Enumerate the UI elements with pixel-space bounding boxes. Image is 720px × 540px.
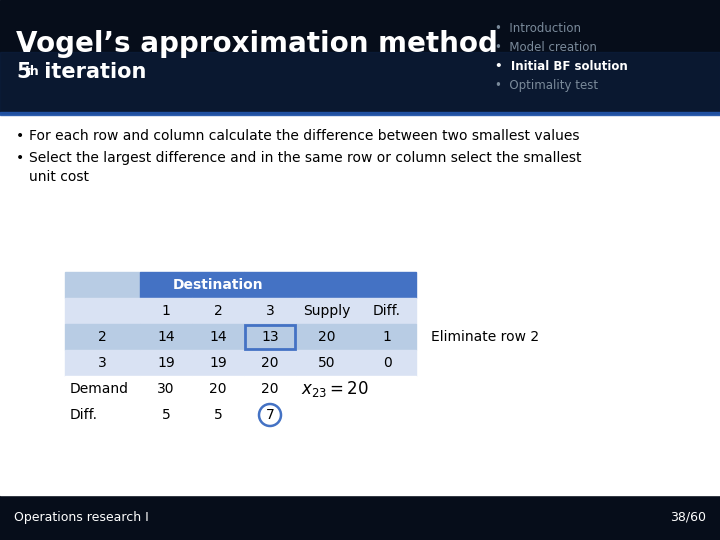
Text: 5: 5: [161, 408, 171, 422]
Text: Diff.: Diff.: [373, 304, 401, 318]
Bar: [0, 0, 720, 115]
Text: 19: 19: [157, 356, 175, 370]
Text: 0: 0: [382, 356, 392, 370]
Text: 19: 19: [209, 356, 227, 370]
Text: iteration: iteration: [37, 62, 146, 82]
Text: •  Introduction: • Introduction: [495, 22, 581, 35]
Text: Eliminate row 2: Eliminate row 2: [431, 330, 539, 344]
Bar: [140, 324, 192, 350]
Text: •  Optimality test: • Optimality test: [495, 79, 598, 92]
Bar: [192, 324, 244, 350]
Bar: [140, 350, 192, 376]
Bar: [244, 298, 296, 324]
Text: th: th: [25, 65, 40, 78]
Bar: [0, 112, 720, 115]
Bar: [65, 324, 140, 350]
Text: •  Initial BF solution: • Initial BF solution: [495, 60, 628, 73]
Text: unit cost: unit cost: [29, 170, 89, 184]
Bar: [244, 324, 296, 350]
Bar: [358, 376, 416, 402]
Bar: [296, 402, 358, 428]
Bar: [358, 350, 416, 376]
Text: •  Model creation: • Model creation: [495, 41, 597, 54]
Bar: [192, 402, 244, 428]
Text: 2: 2: [98, 330, 107, 344]
Bar: [140, 376, 192, 402]
Bar: [65, 376, 140, 402]
Bar: [192, 376, 244, 402]
Text: Vogel’s approximation method: Vogel’s approximation method: [16, 30, 498, 58]
Bar: [0, 52, 720, 115]
Bar: [65, 272, 140, 298]
Text: Supply: Supply: [303, 304, 351, 318]
Text: 3: 3: [98, 356, 107, 370]
Bar: [0, 115, 720, 495]
Bar: [244, 376, 296, 402]
Text: $x_{23} = 20$: $x_{23} = 20$: [301, 379, 369, 399]
Bar: [296, 272, 358, 298]
Bar: [244, 350, 296, 376]
Text: 20: 20: [261, 382, 279, 396]
Bar: [140, 272, 192, 298]
Bar: [245, 325, 295, 349]
Text: Destination: Destination: [173, 278, 264, 292]
Text: Operations research I: Operations research I: [14, 511, 149, 524]
Text: 30: 30: [157, 382, 175, 396]
Bar: [296, 376, 358, 402]
Text: 14: 14: [210, 330, 227, 344]
Bar: [65, 402, 140, 428]
Bar: [358, 402, 416, 428]
Text: 50: 50: [318, 356, 336, 370]
Bar: [296, 350, 358, 376]
Text: Diff.: Diff.: [70, 408, 98, 422]
Bar: [358, 272, 416, 298]
Bar: [192, 272, 244, 298]
Text: 20: 20: [261, 356, 279, 370]
Text: 20: 20: [318, 330, 336, 344]
Text: •: •: [16, 129, 24, 143]
Bar: [296, 324, 358, 350]
Text: 1: 1: [161, 304, 171, 318]
Bar: [192, 350, 244, 376]
Bar: [65, 350, 140, 376]
Text: 5: 5: [16, 62, 31, 82]
Bar: [358, 298, 416, 324]
Bar: [296, 298, 358, 324]
Bar: [0, 495, 720, 540]
Text: 38/60: 38/60: [670, 511, 706, 524]
Text: 3: 3: [266, 304, 274, 318]
Bar: [244, 402, 296, 428]
Text: 13: 13: [261, 330, 279, 344]
Text: 1: 1: [382, 330, 392, 344]
Bar: [140, 298, 192, 324]
Text: 7: 7: [266, 408, 274, 422]
Text: 14: 14: [157, 330, 175, 344]
Bar: [358, 324, 416, 350]
Text: 5: 5: [214, 408, 222, 422]
Bar: [140, 402, 192, 428]
Text: •: •: [16, 151, 24, 165]
Text: Select the largest difference and in the same row or column select the smallest: Select the largest difference and in the…: [29, 151, 582, 165]
Bar: [192, 298, 244, 324]
Bar: [65, 298, 140, 324]
Text: 2: 2: [214, 304, 222, 318]
Text: 20: 20: [210, 382, 227, 396]
Text: Demand: Demand: [70, 382, 129, 396]
Text: For each row and column calculate the difference between two smallest values: For each row and column calculate the di…: [29, 129, 580, 143]
Bar: [244, 272, 296, 298]
